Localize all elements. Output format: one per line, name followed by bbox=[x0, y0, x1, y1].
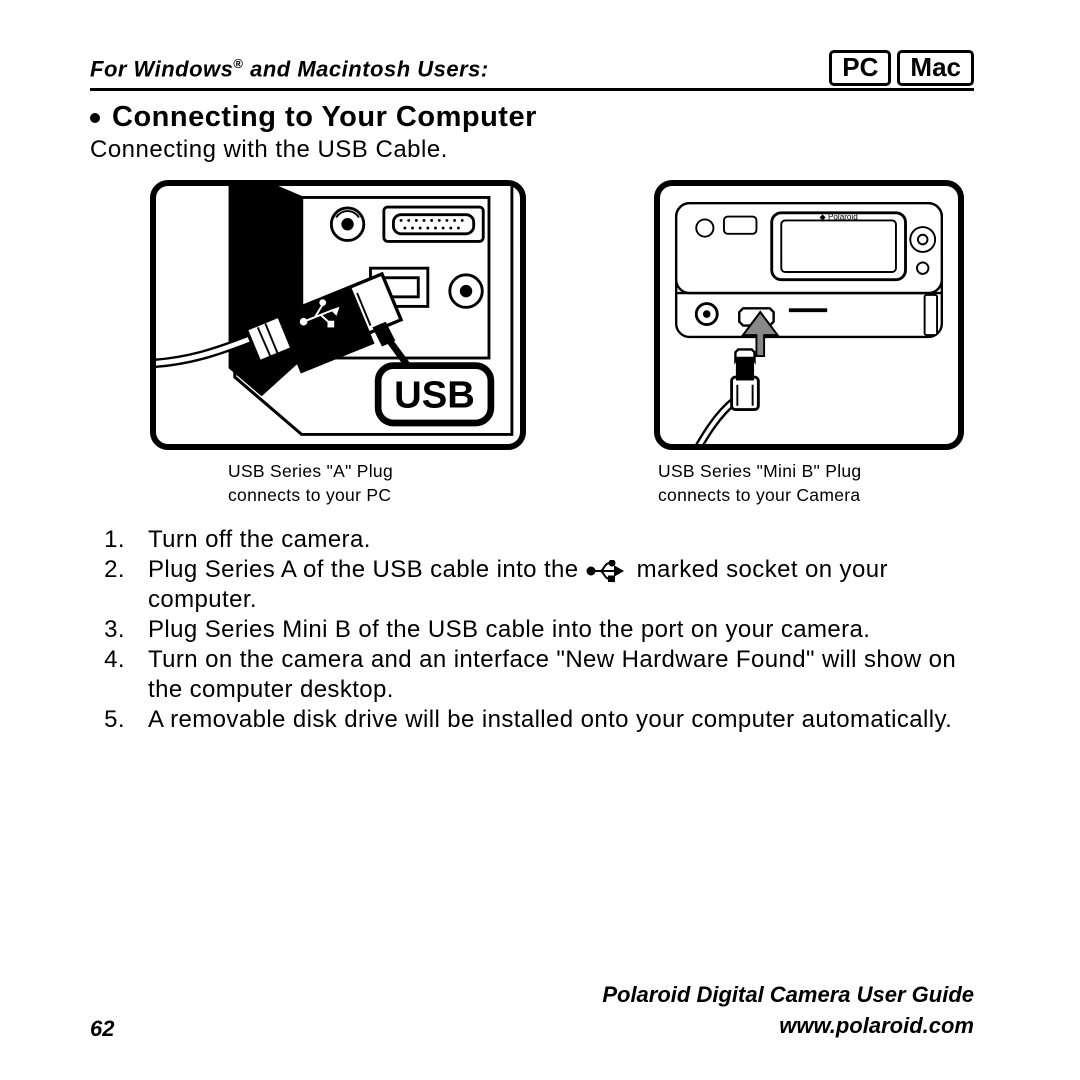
usb-label-text: USB bbox=[394, 374, 475, 417]
figure-a: USB USB Series "A" Plug connects to your… bbox=[150, 180, 526, 507]
subheading: Connecting with the USB Cable. bbox=[90, 136, 974, 164]
figure-a-caption-l1: USB Series "A" Plug bbox=[228, 461, 393, 481]
figure-b-caption-l2: connects to your Camera bbox=[658, 485, 860, 505]
platform-suffix: and Macintosh Users: bbox=[250, 56, 489, 81]
page: For Windows® and Macintosh Users: PC Mac… bbox=[0, 0, 1080, 1080]
figure-b-caption-l1: USB Series "Mini B" Plug bbox=[658, 461, 861, 481]
usb-trident-icon bbox=[586, 560, 630, 582]
footer-guide: Polaroid Digital Camera User Guide bbox=[602, 980, 974, 1011]
figure-row: USB USB Series "A" Plug connects to your… bbox=[150, 180, 964, 507]
figure-a-illustration: USB bbox=[150, 180, 526, 450]
figure-a-caption: USB Series "A" Plug connects to your PC bbox=[150, 460, 393, 507]
step-4: Turn on the camera and an interface "New… bbox=[132, 645, 974, 705]
figure-a-caption-l2: connects to your PC bbox=[228, 485, 391, 505]
page-number: 62 bbox=[90, 1016, 114, 1042]
heading-text: Connecting to Your Computer bbox=[112, 101, 537, 134]
step-list: Turn off the camera. Plug Series A of th… bbox=[90, 525, 974, 735]
registered-mark: ® bbox=[233, 56, 243, 71]
step-3: Plug Series Mini B of the USB cable into… bbox=[132, 615, 974, 645]
footer: 62 Polaroid Digital Camera User Guide ww… bbox=[90, 980, 974, 1042]
header-rule: For Windows® and Macintosh Users: PC Mac bbox=[90, 50, 974, 91]
badge-pc: PC bbox=[829, 50, 891, 86]
footer-right: Polaroid Digital Camera User Guide www.p… bbox=[602, 980, 974, 1042]
platform-prefix: For Windows bbox=[90, 56, 233, 81]
figure-b-illustration: ◆ Polaroid bbox=[654, 180, 964, 450]
heading-bullet-icon bbox=[90, 113, 100, 123]
step-5: A removable disk drive will be installed… bbox=[132, 705, 974, 735]
footer-url: www.polaroid.com bbox=[602, 1011, 974, 1042]
platform-line: For Windows® and Macintosh Users: bbox=[90, 56, 489, 82]
badge-mac: Mac bbox=[897, 50, 974, 86]
svg-text:◆ Polaroid: ◆ Polaroid bbox=[819, 212, 857, 221]
figure-b: ◆ Polaroid bbox=[654, 180, 964, 507]
section-heading: Connecting to Your Computer bbox=[90, 101, 974, 134]
step-2: Plug Series A of the USB cable into the … bbox=[132, 555, 974, 615]
platform-badges: PC Mac bbox=[829, 50, 974, 86]
step-1: Turn off the camera. bbox=[132, 525, 974, 555]
figure-b-caption: USB Series "Mini B" Plug connects to you… bbox=[654, 460, 861, 507]
